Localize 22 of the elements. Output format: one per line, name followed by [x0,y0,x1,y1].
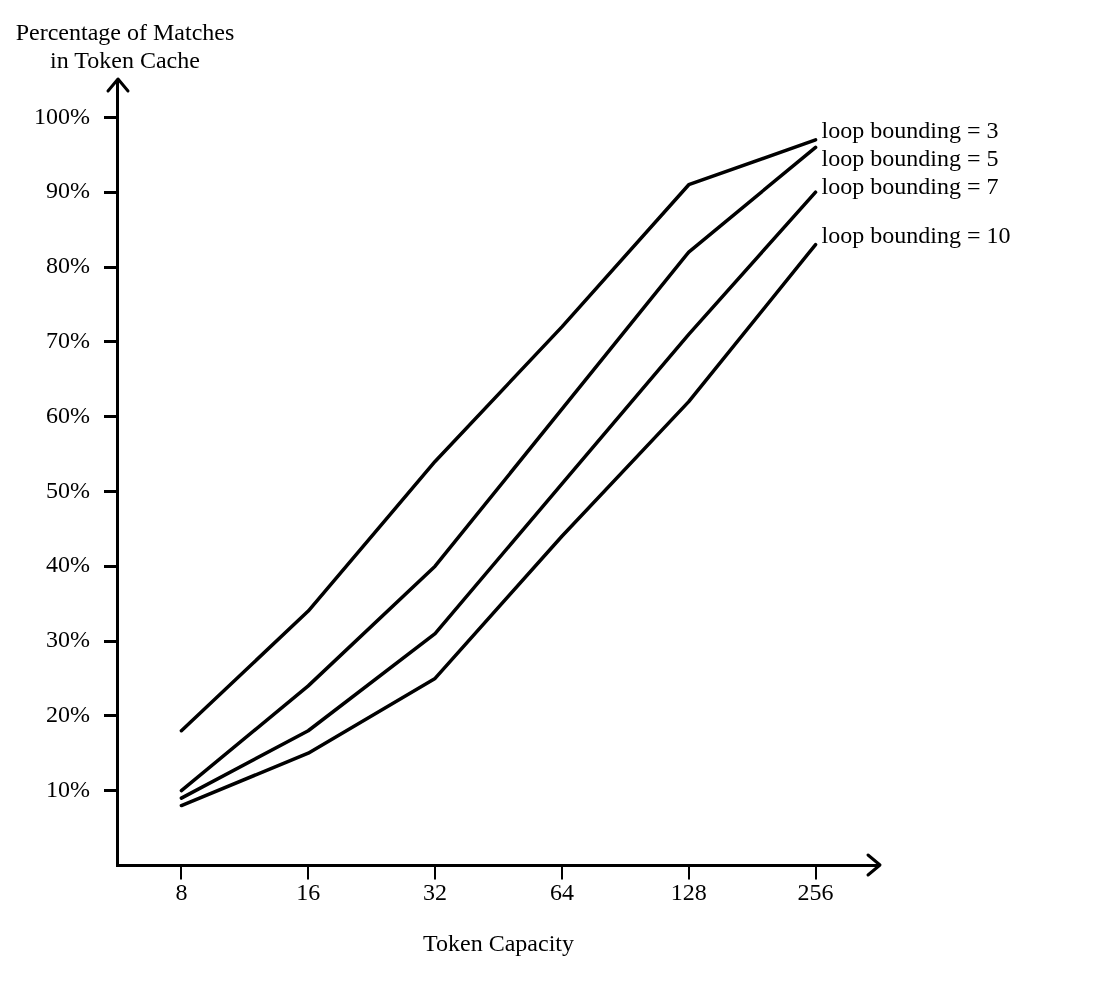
x-tick-label: 8 [175,879,188,906]
y-tick-label: 90% [45,177,90,204]
series-label: loop bounding = 3 [821,117,999,144]
y-tick-label: 30% [45,626,90,653]
x-tick-label: 256 [797,879,834,906]
series-label: loop bounding = 7 [821,173,999,200]
series-label: loop bounding = 5 [821,145,999,172]
y-tick-label: 80% [45,252,90,279]
x-axis-title: Token Capacity [423,929,574,956]
y-tick-label: 10% [45,775,90,802]
x-tick-label: 128 [670,879,707,906]
y-tick-label: 60% [45,401,90,428]
y-tick-label: 50% [45,476,90,503]
y-tick-label: 100% [33,102,90,129]
y-axis-title: Percentage of Matches in Token Cache [14,18,236,74]
x-tick-label: 64 [549,879,574,906]
y-tick-label: 70% [45,327,90,354]
series-label: loop bounding = 10 [821,221,1011,248]
y-tick-label: 40% [45,551,90,578]
x-tick-label: 32 [423,879,448,906]
x-tick-label: 16 [296,879,321,906]
y-tick-label: 20% [45,701,90,728]
